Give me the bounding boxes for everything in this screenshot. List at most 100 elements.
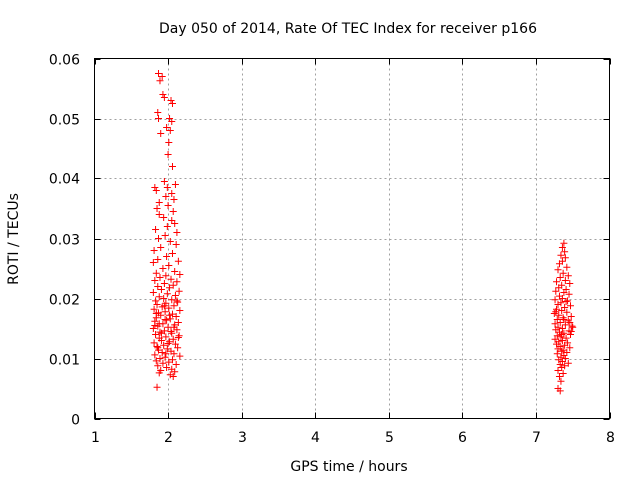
data-point — [174, 344, 182, 352]
data-point — [560, 352, 568, 359]
data-point — [561, 341, 569, 349]
data-point — [559, 370, 567, 377]
roti-points — [149, 70, 577, 395]
data-point — [151, 322, 159, 329]
data-point — [157, 311, 165, 319]
data-point — [563, 349, 571, 356]
x-tick-label: 4 — [311, 430, 320, 446]
data-point — [561, 277, 569, 284]
data-point — [173, 297, 181, 305]
data-point — [165, 358, 173, 366]
data-point — [163, 124, 171, 131]
data-point — [157, 337, 165, 344]
data-point — [163, 290, 171, 298]
data-point — [551, 335, 559, 343]
data-point — [163, 345, 171, 353]
data-point — [552, 308, 560, 316]
data-point — [168, 118, 176, 125]
data-point — [566, 319, 574, 326]
data-point — [558, 244, 566, 251]
data-point — [567, 302, 575, 310]
data-point — [170, 196, 178, 203]
data-point — [556, 387, 564, 395]
data-point — [163, 316, 171, 324]
data-point — [160, 94, 168, 101]
data-point — [165, 139, 173, 146]
axis-ticks — [94, 58, 611, 420]
data-point — [555, 356, 563, 364]
data-point — [566, 280, 574, 287]
data-point — [164, 323, 172, 331]
data-point — [554, 367, 562, 374]
data-point — [152, 297, 160, 305]
data-point — [174, 334, 182, 341]
data-point — [170, 323, 178, 331]
data-point — [160, 302, 168, 310]
data-point — [156, 274, 164, 281]
data-point — [166, 238, 174, 245]
data-point — [164, 151, 172, 158]
data-point — [155, 293, 163, 301]
data-point — [560, 289, 568, 296]
x-tick-label: 3 — [238, 430, 247, 446]
data-point — [553, 278, 561, 286]
data-point — [168, 190, 176, 197]
data-point — [567, 328, 575, 335]
data-point — [159, 265, 167, 272]
data-point — [151, 277, 159, 284]
data-point — [153, 343, 161, 350]
data-point — [176, 271, 184, 278]
data-point — [153, 301, 161, 308]
data-point — [161, 316, 169, 323]
data-point — [163, 364, 171, 371]
data-point — [152, 226, 160, 233]
data-point — [155, 115, 163, 122]
data-point — [173, 278, 181, 286]
data-point — [154, 256, 162, 263]
y-tick-label: 0 — [71, 413, 80, 429]
data-point — [561, 321, 569, 329]
data-point — [564, 272, 572, 280]
data-point — [153, 383, 161, 391]
data-point — [155, 70, 163, 77]
data-point — [564, 317, 572, 325]
data-point — [559, 314, 567, 322]
data-point — [168, 163, 176, 170]
data-point — [166, 315, 174, 323]
data-point — [562, 334, 570, 342]
data-point — [176, 352, 184, 360]
data-point — [168, 296, 176, 304]
data-point — [175, 287, 183, 295]
data-point — [171, 220, 179, 227]
data-point — [163, 184, 171, 191]
data-point — [568, 322, 576, 330]
data-point — [550, 310, 558, 317]
data-point — [561, 248, 569, 256]
data-point — [558, 347, 566, 355]
data-point — [172, 361, 180, 368]
data-point — [155, 320, 163, 328]
data-point — [173, 229, 181, 236]
data-point — [159, 91, 167, 98]
data-point — [551, 320, 559, 328]
data-point — [166, 284, 174, 292]
data-point — [155, 199, 163, 206]
data-point — [555, 260, 563, 268]
data-point — [564, 359, 572, 367]
data-point — [151, 351, 159, 359]
data-point — [162, 193, 170, 200]
x-axis-label: GPS time / hours — [290, 459, 407, 475]
data-point — [167, 275, 175, 283]
data-point — [158, 73, 166, 80]
data-point — [558, 295, 566, 302]
data-point — [561, 304, 569, 311]
data-point — [154, 109, 162, 116]
y-tick-label: 0.04 — [49, 172, 80, 188]
plot-frame — [94, 58, 610, 419]
data-point — [161, 308, 169, 316]
data-point — [169, 208, 177, 215]
data-point — [167, 97, 175, 104]
data-point — [165, 262, 173, 269]
data-point — [565, 290, 573, 298]
data-point — [171, 340, 179, 348]
